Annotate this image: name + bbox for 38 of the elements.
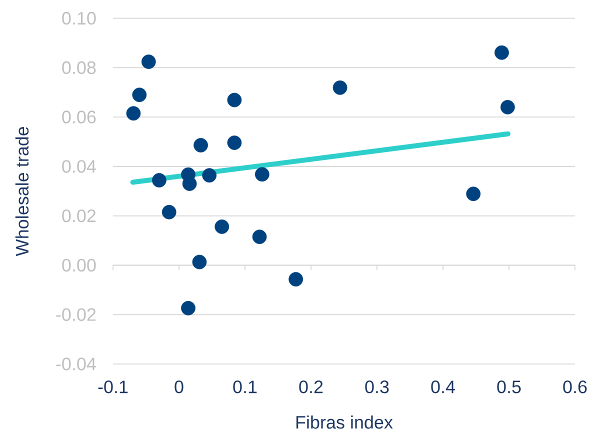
y-tick-label: -0.02 <box>56 308 96 321</box>
point <box>132 88 147 102</box>
point <box>162 204 176 220</box>
point <box>227 136 242 150</box>
point <box>214 220 230 234</box>
point <box>288 272 304 286</box>
x-tick-label: -0.1 <box>98 380 128 394</box>
y-tick-label: -0.04 <box>56 358 96 370</box>
x-tick-label: 0.4 <box>431 380 455 394</box>
point <box>202 168 217 183</box>
y-tick-label: 0.04 <box>62 160 96 173</box>
point <box>181 300 196 316</box>
point <box>500 100 515 114</box>
point <box>192 254 207 270</box>
x-tick-label: 0.2 <box>299 380 323 394</box>
y-tick-label: 0.02 <box>62 209 96 222</box>
y-tick-label: 0.08 <box>62 61 96 74</box>
point <box>194 138 208 152</box>
point <box>126 106 141 121</box>
y-axis-title: Wholesale trade <box>15 126 29 256</box>
point <box>227 92 242 108</box>
y-tick-label: 0.06 <box>62 110 96 124</box>
point <box>141 54 156 69</box>
x-tick-label: 0 <box>174 380 184 394</box>
point <box>182 176 197 191</box>
point <box>152 173 166 188</box>
point <box>494 45 509 60</box>
point <box>332 80 348 95</box>
point <box>254 167 270 182</box>
x-tick-label: 0.3 <box>365 380 389 394</box>
y-tick-label: 0.10 <box>62 12 96 25</box>
x-tick-label: 0.6 <box>563 380 587 394</box>
point <box>252 230 267 244</box>
x-tick-label: 0.5 <box>497 380 521 394</box>
point <box>466 186 481 202</box>
x-axis-title: Fibras index <box>296 416 393 429</box>
x-tick-label: 0.1 <box>233 380 257 394</box>
y-tick-label: 0.00 <box>62 258 96 272</box>
